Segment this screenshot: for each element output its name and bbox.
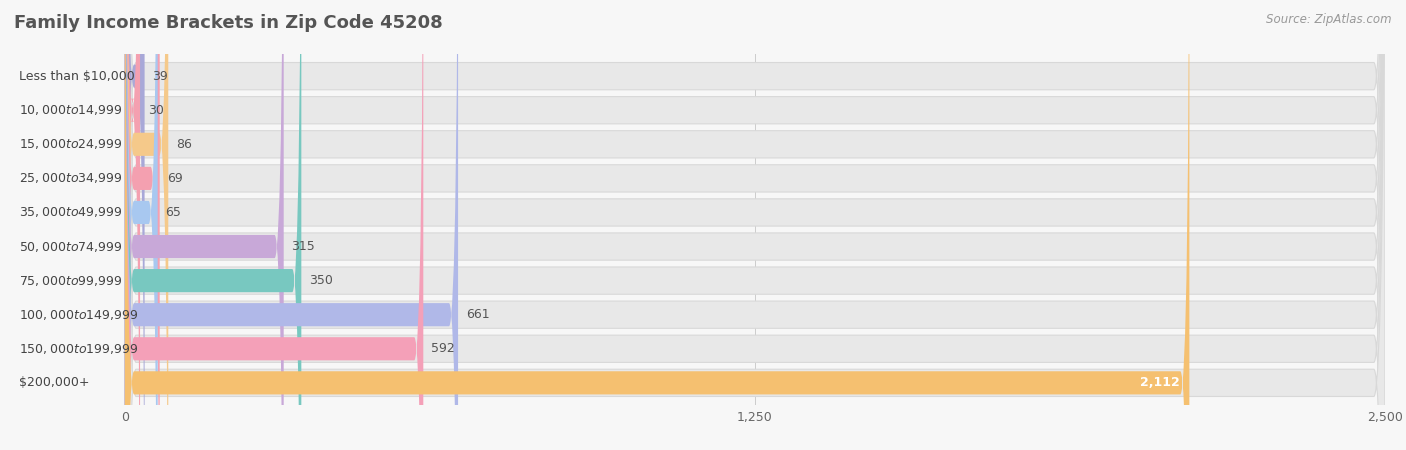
FancyBboxPatch shape [125, 0, 1385, 450]
Text: 86: 86 [176, 138, 191, 151]
FancyBboxPatch shape [125, 0, 1385, 450]
FancyBboxPatch shape [125, 0, 423, 450]
FancyBboxPatch shape [125, 0, 284, 450]
FancyBboxPatch shape [125, 0, 301, 450]
Text: 592: 592 [430, 342, 454, 355]
Text: $35,000 to $49,999: $35,000 to $49,999 [20, 206, 122, 220]
Text: $100,000 to $149,999: $100,000 to $149,999 [20, 308, 139, 322]
FancyBboxPatch shape [125, 0, 1385, 450]
FancyBboxPatch shape [125, 0, 1385, 450]
FancyBboxPatch shape [125, 0, 1385, 450]
Text: $10,000 to $14,999: $10,000 to $14,999 [20, 103, 122, 117]
Text: 350: 350 [309, 274, 333, 287]
FancyBboxPatch shape [125, 0, 169, 450]
Text: 39: 39 [152, 70, 167, 83]
FancyBboxPatch shape [125, 0, 1385, 450]
Text: 69: 69 [167, 172, 183, 185]
Text: $150,000 to $199,999: $150,000 to $199,999 [20, 342, 139, 356]
FancyBboxPatch shape [125, 0, 1385, 450]
Text: 2,112: 2,112 [1139, 376, 1180, 389]
Text: $25,000 to $34,999: $25,000 to $34,999 [20, 171, 122, 185]
FancyBboxPatch shape [125, 0, 141, 450]
FancyBboxPatch shape [125, 0, 145, 450]
Text: $15,000 to $24,999: $15,000 to $24,999 [20, 137, 122, 151]
Text: 661: 661 [465, 308, 489, 321]
Text: 65: 65 [166, 206, 181, 219]
Text: Family Income Brackets in Zip Code 45208: Family Income Brackets in Zip Code 45208 [14, 14, 443, 32]
FancyBboxPatch shape [125, 0, 1385, 450]
FancyBboxPatch shape [125, 0, 1189, 450]
Text: $75,000 to $99,999: $75,000 to $99,999 [20, 274, 122, 288]
FancyBboxPatch shape [125, 0, 458, 450]
FancyBboxPatch shape [125, 0, 160, 450]
Text: $50,000 to $74,999: $50,000 to $74,999 [20, 239, 122, 253]
FancyBboxPatch shape [125, 0, 1385, 450]
FancyBboxPatch shape [125, 0, 157, 450]
Text: 315: 315 [291, 240, 315, 253]
Text: Less than $10,000: Less than $10,000 [20, 70, 135, 83]
Text: 30: 30 [148, 104, 163, 117]
FancyBboxPatch shape [125, 0, 1385, 450]
Text: Source: ZipAtlas.com: Source: ZipAtlas.com [1267, 14, 1392, 27]
Text: $200,000+: $200,000+ [20, 376, 90, 389]
